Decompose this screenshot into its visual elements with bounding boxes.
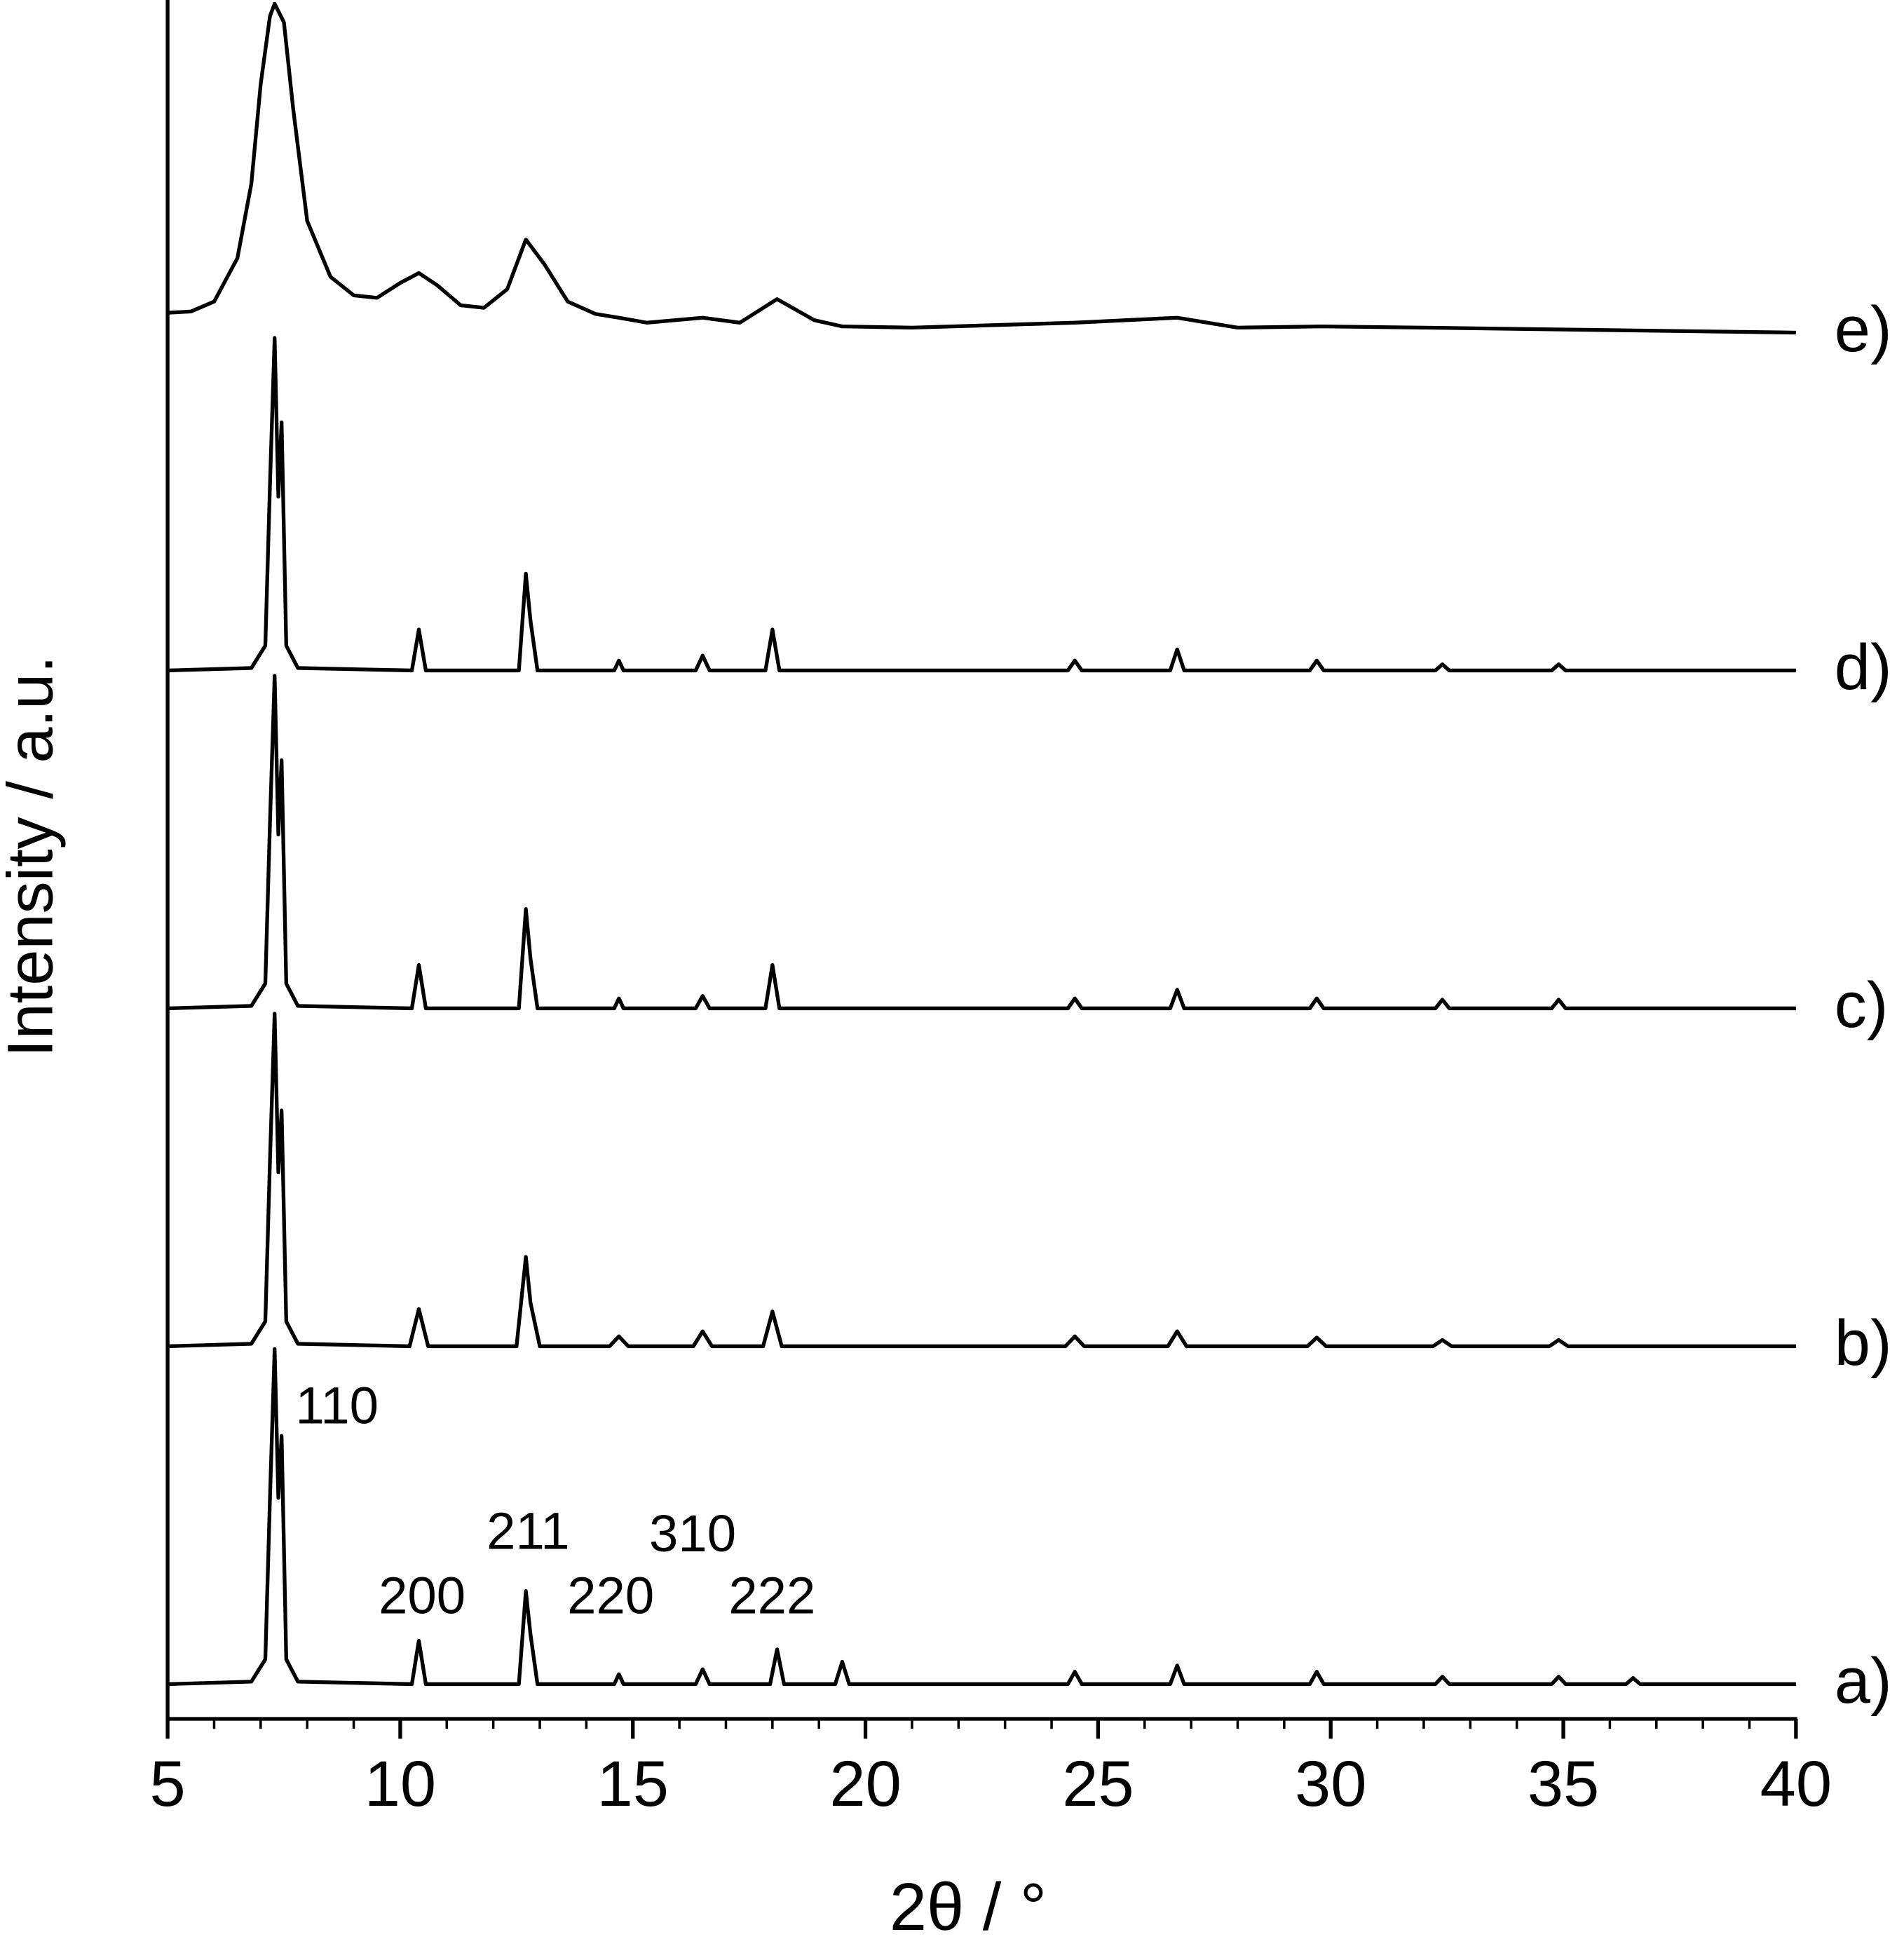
series-label: a) (1835, 1645, 1892, 1717)
series-line (167, 1, 1796, 335)
series-label: e) (1835, 293, 1892, 365)
peak-annotation: 200 (379, 1567, 465, 1625)
series-line (168, 674, 1796, 1011)
peak-annotation: 222 (728, 1567, 815, 1625)
series-label: d) (1835, 631, 1892, 703)
peak-annotation: 110 (295, 1377, 379, 1435)
x-tick-label: 40 (1760, 1748, 1832, 1820)
peak-annotation: 211 (487, 1502, 570, 1560)
y-axis-label: Intensity / a.u. (0, 655, 66, 1057)
x-tick-label: 15 (597, 1748, 669, 1820)
x-tick-label: 25 (1062, 1748, 1134, 1820)
peak-annotation: 310 (649, 1504, 736, 1563)
peak-annotation: 220 (567, 1567, 654, 1625)
x-tick-label: 35 (1528, 1748, 1599, 1820)
x-tick-label: 5 (150, 1748, 186, 1820)
x-tick-label: 30 (1295, 1748, 1366, 1820)
x-tick-label: 20 (829, 1748, 901, 1820)
x-tick-label: 10 (365, 1748, 436, 1820)
series-line (168, 1347, 1796, 1687)
x-axis-label: 2θ / ° (890, 1870, 1047, 1945)
series-line (168, 336, 1796, 673)
series-label: b) (1835, 1307, 1892, 1379)
series-label: c) (1835, 969, 1889, 1041)
series-line (168, 1012, 1796, 1349)
